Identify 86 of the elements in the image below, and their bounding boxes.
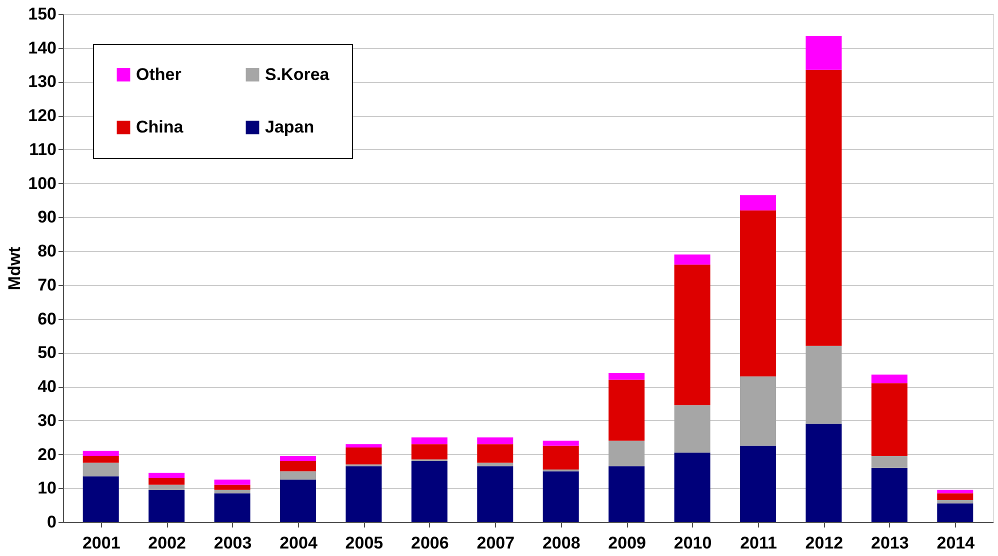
bar [806, 36, 842, 70]
bar [477, 466, 514, 522]
legend-label: Japan [265, 118, 314, 136]
bar [148, 490, 185, 522]
bar [608, 380, 645, 441]
bar [937, 493, 974, 500]
bar [740, 376, 776, 446]
x-tick-label: 2010 [674, 534, 712, 552]
y-tick-label: 40 [38, 377, 56, 396]
bar [542, 471, 579, 522]
bar [806, 424, 842, 522]
bar [871, 374, 908, 384]
x-tick-label: 2001 [82, 534, 120, 552]
y-tick-label: 0 [47, 512, 56, 532]
x-tick-label: 2006 [411, 534, 449, 552]
bar [280, 480, 316, 522]
x-tick-label: 2008 [542, 534, 580, 552]
bar [214, 484, 250, 490]
y-axis-title: Mdwt [5, 246, 24, 290]
bar [346, 447, 382, 464]
bar [674, 254, 710, 265]
y-tick-label: 80 [38, 242, 56, 261]
bar [674, 452, 710, 522]
bar [477, 444, 514, 463]
y-tick-label: 50 [38, 343, 56, 362]
bar [477, 462, 514, 466]
bar [411, 461, 448, 522]
bar [740, 195, 776, 210]
y-tick-label: 30 [38, 410, 56, 430]
bar [411, 444, 448, 460]
x-tick-label: 2011 [740, 534, 777, 552]
bar [214, 480, 250, 485]
x-tick-label: 2004 [280, 534, 318, 552]
bar [542, 446, 579, 470]
y-tick-label: 120 [28, 106, 56, 126]
y-tick-label: 10 [38, 478, 56, 498]
y-tick-label: 70 [38, 275, 56, 294]
bar [740, 446, 776, 522]
bar [674, 264, 710, 406]
y-tick-label: 100 [28, 174, 56, 193]
x-tick-label: 2007 [476, 534, 515, 552]
x-tick-label: 2005 [345, 534, 384, 552]
bar [214, 493, 250, 522]
bar [608, 466, 645, 522]
y-tick-label: 90 [38, 208, 56, 227]
x-tick-label: 2003 [214, 534, 252, 552]
bar [346, 444, 382, 448]
bar [477, 437, 514, 444]
bar [608, 440, 645, 466]
bar [871, 468, 908, 522]
x-tick-label: 2002 [148, 534, 186, 552]
bar [280, 471, 316, 480]
legend-label: China [136, 118, 184, 136]
bar [542, 440, 579, 446]
bar [82, 476, 119, 522]
bar [82, 456, 119, 463]
bar [806, 70, 842, 346]
y-tick-label: 150 [28, 4, 56, 24]
bar [937, 503, 974, 522]
x-tick-label: 2013 [871, 534, 909, 552]
bar [740, 210, 776, 376]
x-tick-label: 2014 [936, 534, 976, 552]
y-tick-label: 130 [28, 72, 56, 92]
x-tick-label: 2012 [805, 534, 844, 552]
y-tick-label: 140 [28, 38, 56, 58]
y-tick-label: 60 [38, 309, 56, 328]
bar [82, 462, 119, 476]
bar [608, 372, 645, 380]
bar [148, 472, 185, 478]
y-tick-label: 110 [29, 140, 56, 159]
legend-label: S.Korea [265, 64, 330, 84]
x-tick-label: 2009 [608, 534, 646, 552]
bar [871, 456, 908, 468]
bar [280, 456, 316, 462]
bar [280, 461, 316, 472]
bar [806, 346, 842, 424]
bar [148, 478, 185, 485]
bar [937, 500, 974, 504]
bar [148, 484, 185, 490]
bar [411, 437, 448, 444]
bar [674, 405, 710, 453]
legend-label: Other [136, 64, 182, 84]
bar [871, 383, 908, 456]
bar [346, 466, 382, 522]
bar [82, 450, 119, 456]
y-tick-label: 20 [38, 444, 56, 464]
